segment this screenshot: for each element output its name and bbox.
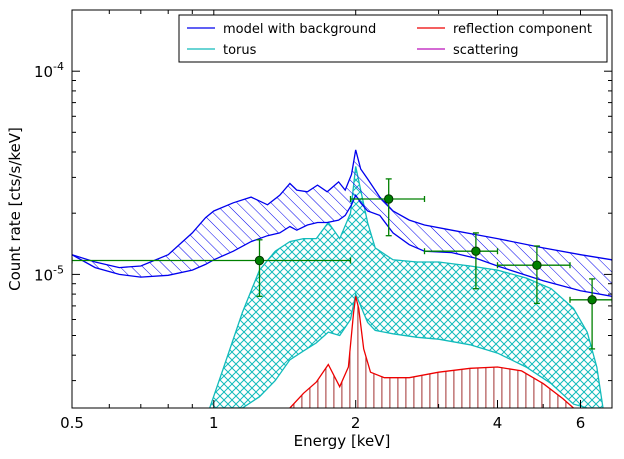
model-band-upper xyxy=(72,149,612,269)
x-axis-label: Energy [keV] xyxy=(294,432,391,450)
y-tick-label: 10-4 xyxy=(34,60,64,81)
reflection-line xyxy=(289,296,574,408)
data-point xyxy=(254,255,265,266)
legend-box xyxy=(178,14,608,63)
y-tick-label: 10-5 xyxy=(34,263,64,284)
data-point xyxy=(384,194,394,204)
y-axis-label: Count rate [cts/s/keV] xyxy=(6,127,24,291)
x-tick-label: 6 xyxy=(576,414,586,432)
data-point xyxy=(532,260,542,270)
legend-label-reflection: reflection component xyxy=(453,22,592,37)
x-tick-label: 2 xyxy=(351,414,361,432)
x-tick-label: 1 xyxy=(209,414,219,432)
x-tick-label: 0.5 xyxy=(60,414,84,432)
model-band-lower xyxy=(72,193,612,297)
x-tick-label: 4 xyxy=(493,414,503,432)
data-point xyxy=(471,246,481,256)
data-point xyxy=(587,295,597,305)
legend-label-torus: torus xyxy=(223,43,257,58)
legend: model with background reflection compone… xyxy=(178,14,608,63)
model-band-fill xyxy=(72,149,612,297)
torus-band-lower xyxy=(209,291,603,408)
series-layer xyxy=(72,149,612,408)
tick-layer: 0.5 1 2 4 6 10-5 10-4 xyxy=(34,10,613,432)
plot-frame xyxy=(71,9,613,409)
legend-label-scattering: scattering xyxy=(453,43,519,58)
legend-label-model: model with background xyxy=(223,22,376,37)
